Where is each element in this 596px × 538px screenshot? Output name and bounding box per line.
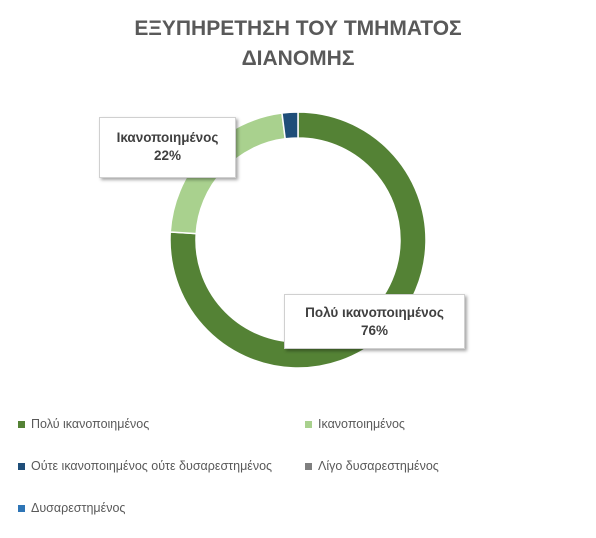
chart-title-line-2: ΔΙΑΝΟΜΗΣ [241, 47, 355, 70]
legend-item-poly-ikanopoiimenos: Πολύ ικανοποιημένος [18, 417, 149, 431]
data-label-poly-name: Πολύ ικανοποιημένος [305, 305, 444, 320]
legend-item-ikanopoiimenos: Ικανοποιημένος [305, 417, 405, 431]
legend-label: Ούτε ικανοποιημένος ούτε δυσαρεστημένος [31, 459, 273, 473]
legend-label: Λίγο δυσαρεστημένος [318, 459, 439, 473]
legend-swatch [18, 504, 25, 512]
donut-slice-2 [281, 111, 299, 140]
legend-item-ligo-dysarestimenos: Λίγο δυσαρεστημένος [305, 459, 439, 473]
data-label-ikanopoiimenos: Ικανοποιημένος 22% [99, 117, 236, 178]
legend-swatch [18, 462, 25, 470]
data-label-poly-ikanopoiimenos: Πολύ ικανοποιημένος 76% [284, 294, 465, 349]
legend-label: Δυσαρεστημένος [31, 501, 126, 515]
legend-item-dysarestimenos: Δυσαρεστημένος [18, 501, 125, 515]
legend-label: Ικανοποιημένος [318, 417, 405, 431]
data-label-ikanopoiimenos-name: Ικανοποιημένος [116, 130, 219, 145]
data-label-poly-value: 76% [360, 323, 389, 338]
legend-label: Πολύ ικανοποιημένος [31, 417, 150, 431]
legend-swatch [305, 420, 312, 428]
legend-swatch [305, 462, 312, 470]
chart-title: ΕΞΥΠΗΡΕΤΗΣΗ ΤΟΥ ΤΜΗΜΑΤΟΣ ΔΙΑΝΟΜΗΣ [0, 14, 596, 74]
legend-swatch [18, 420, 25, 428]
donut-slice-0 [169, 111, 427, 369]
legend-item-oute: Ούτε ικανοποιημένος ούτε δυσαρεστημένος [18, 459, 272, 473]
data-label-ikanopoiimenos-value: 22% [153, 148, 182, 163]
chart-title-line-1: ΕΞΥΠΗΡΕΤΗΣΗ ΤΟΥ ΤΜΗΜΑΤΟΣ [134, 17, 462, 40]
